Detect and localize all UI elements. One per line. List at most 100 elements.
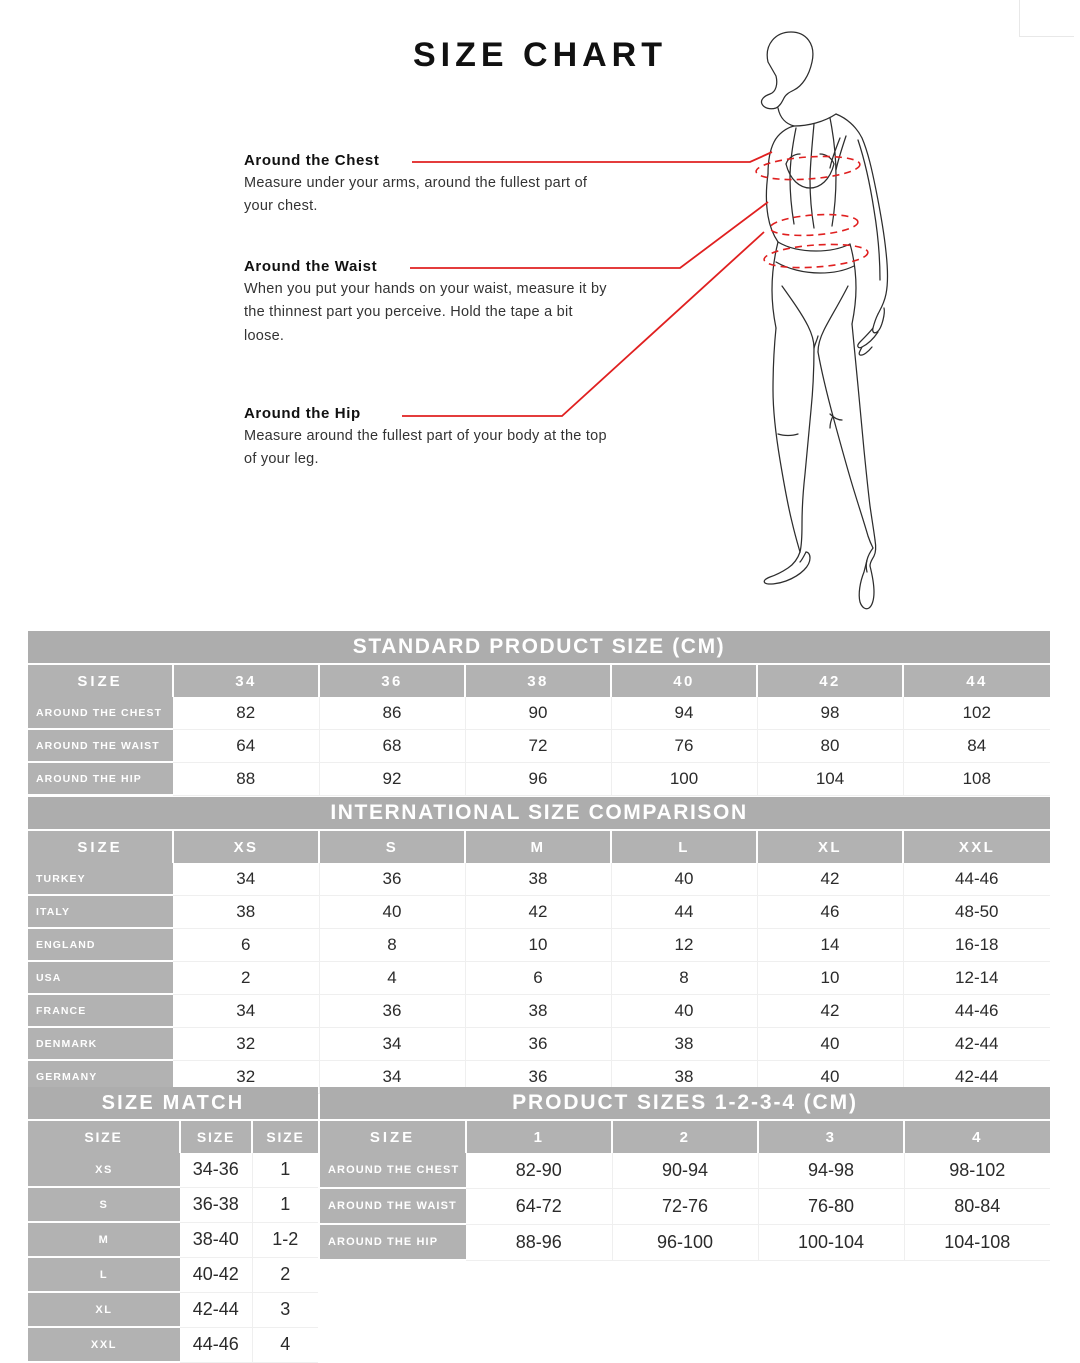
table-title-row: PRODUCT SIZES 1-2-3-4 (CM) bbox=[320, 1087, 1051, 1119]
row-label: AROUND THE WAIST bbox=[28, 729, 173, 763]
table-row: TURKEY 34 36 38 40 42 44-46 bbox=[28, 863, 1051, 896]
table-cell: 76 bbox=[611, 729, 758, 763]
table-cell: 72-76 bbox=[612, 1188, 759, 1225]
column-header-42: 42 bbox=[757, 665, 904, 697]
table-cell: 36 bbox=[319, 863, 466, 896]
table-cell: 42 bbox=[757, 994, 904, 1028]
column-header-l: L bbox=[611, 831, 758, 863]
row-label: FRANCE bbox=[28, 994, 173, 1028]
table-cell: 72 bbox=[465, 729, 612, 763]
table-cell: 38 bbox=[173, 895, 320, 929]
chest-leader-line bbox=[412, 151, 773, 163]
table-cell: 10 bbox=[465, 928, 612, 962]
table-title: INTERNATIONAL SIZE COMPARISON bbox=[28, 797, 1051, 829]
table-cell: 12-14 bbox=[903, 961, 1051, 995]
table-row: XS 34-36 1 bbox=[28, 1153, 318, 1188]
table-row: FRANCE 34 36 38 40 42 44-46 bbox=[28, 994, 1051, 1028]
column-header-40: 40 bbox=[611, 665, 758, 697]
measurement-description-chest: Measure under your arms, around the full… bbox=[244, 172, 616, 219]
table-cell: 34-36 bbox=[180, 1153, 253, 1188]
table-title: PRODUCT SIZES 1-2-3-4 (CM) bbox=[320, 1087, 1051, 1119]
table-title-row: INTERNATIONAL SIZE COMPARISON bbox=[28, 797, 1051, 829]
table-spacer-row bbox=[28, 829, 1051, 831]
table-row: USA 2 4 6 8 10 12-14 bbox=[28, 961, 1051, 995]
spacer-cell bbox=[320, 1119, 1051, 1121]
measurement-block-waist: Around the Waist When you put your hands… bbox=[244, 258, 644, 349]
table-cell: 94-98 bbox=[758, 1153, 905, 1189]
table-title-row: STANDARD PRODUCT SIZE (CM) bbox=[28, 631, 1050, 663]
measurement-description-hip: Measure around the fullest part of your … bbox=[244, 425, 616, 472]
table-cell: 34 bbox=[173, 863, 320, 896]
row-label: XS bbox=[28, 1153, 180, 1188]
table-cell: 44-46 bbox=[903, 863, 1051, 896]
table-spacer-row bbox=[28, 1119, 318, 1121]
table-cell: 64-72 bbox=[466, 1188, 613, 1225]
table-row: AROUND THE WAIST 64-72 72-76 76-80 80-84 bbox=[320, 1188, 1051, 1225]
table-cell: 44 bbox=[611, 895, 758, 929]
column-header-2: SIZE bbox=[252, 1121, 318, 1153]
table-cell: 76-80 bbox=[758, 1188, 905, 1225]
table-cell: 90-94 bbox=[612, 1153, 759, 1189]
column-header-xl: XL bbox=[757, 831, 904, 863]
table-cell: 96 bbox=[465, 762, 612, 796]
table-cell: 32 bbox=[173, 1027, 320, 1061]
table-title: SIZE MATCH bbox=[28, 1087, 318, 1119]
table-cell: 2 bbox=[173, 961, 320, 995]
table-spacer-row bbox=[28, 663, 1050, 665]
table-cell: 104 bbox=[757, 762, 904, 796]
table-row: XL 42-44 3 bbox=[28, 1292, 318, 1328]
table-cell: 1 bbox=[252, 1153, 318, 1188]
table-cell: 80 bbox=[757, 729, 904, 763]
table-cell: 36-38 bbox=[180, 1187, 253, 1223]
table-cell: 80-84 bbox=[904, 1188, 1051, 1225]
row-label: TURKEY bbox=[28, 863, 173, 896]
table-row: AROUND THE HIP 88 92 96 100 104 108 bbox=[28, 762, 1050, 796]
table-cell: 100 bbox=[611, 762, 758, 796]
row-label: USA bbox=[28, 961, 173, 995]
row-label: AROUND THE CHEST bbox=[320, 1153, 466, 1189]
row-label: XXL bbox=[28, 1327, 180, 1363]
table-cell: 38 bbox=[465, 863, 612, 896]
corner-registration-mark bbox=[1019, 0, 1074, 37]
table-cell: 68 bbox=[319, 729, 466, 763]
hip-leader-line bbox=[402, 231, 765, 417]
table-cell: 8 bbox=[319, 928, 466, 962]
row-label: DENMARK bbox=[28, 1027, 173, 1061]
row-label: M bbox=[28, 1222, 180, 1258]
table-cell: 82-90 bbox=[466, 1153, 613, 1189]
table-cell: 104-108 bbox=[904, 1224, 1051, 1261]
table-cell: 64 bbox=[173, 729, 320, 763]
row-label: AROUND THE HIP bbox=[320, 1224, 466, 1261]
row-label: AROUND THE WAIST bbox=[320, 1188, 466, 1225]
table-cell: 2 bbox=[252, 1257, 318, 1293]
measurement-heading-hip: Around the Hip bbox=[244, 405, 363, 422]
column-header-2: 2 bbox=[612, 1121, 759, 1153]
row-label: L bbox=[28, 1257, 180, 1293]
table-cell: 88 bbox=[173, 762, 320, 796]
table-cell: 42 bbox=[465, 895, 612, 929]
table-cell: 38 bbox=[465, 994, 612, 1028]
table-title-row: SIZE MATCH bbox=[28, 1087, 318, 1119]
table-cell: 86 bbox=[319, 697, 466, 730]
spacer-cell bbox=[28, 829, 1051, 831]
leader-lines bbox=[402, 151, 773, 417]
table-cell: 94 bbox=[611, 697, 758, 730]
table-cell: 36 bbox=[319, 994, 466, 1028]
table-cell: 4 bbox=[319, 961, 466, 995]
table-row: S 36-38 1 bbox=[28, 1187, 318, 1223]
column-header-36: 36 bbox=[319, 665, 466, 697]
table-header-row: SIZE 34 36 38 40 42 44 bbox=[28, 665, 1050, 697]
table-cell: 88-96 bbox=[466, 1224, 613, 1261]
table-cell: 16-18 bbox=[903, 928, 1051, 962]
table-header-row: SIZE SIZE SIZE bbox=[28, 1121, 318, 1153]
column-header-size: SIZE bbox=[320, 1121, 467, 1153]
table-cell: 96-100 bbox=[612, 1224, 759, 1261]
spacer-cell bbox=[28, 663, 1050, 665]
column-header-m: M bbox=[465, 831, 612, 863]
table-international-size-comparison: INTERNATIONAL SIZE COMPARISON SIZE XS S M L XL… bbox=[28, 797, 1051, 1094]
table-row: AROUND THE WAIST 64 68 72 76 80 84 bbox=[28, 729, 1050, 763]
row-label: S bbox=[28, 1187, 180, 1223]
table-cell: 42-44 bbox=[180, 1292, 253, 1328]
waist-measure-ellipse-icon bbox=[769, 213, 859, 237]
table-cell: 4 bbox=[252, 1327, 318, 1363]
